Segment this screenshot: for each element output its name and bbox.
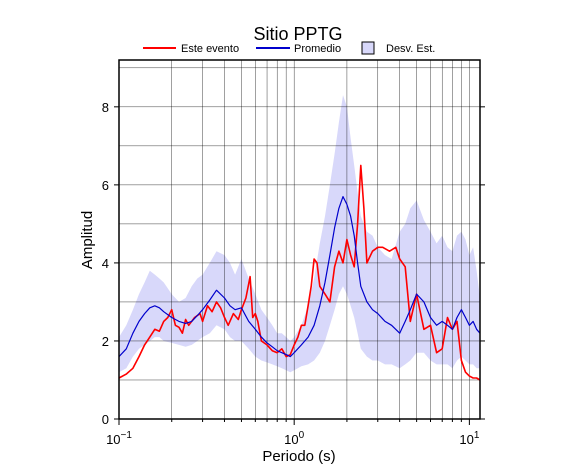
- chart-title: Sitio PPTG: [253, 24, 342, 44]
- y-tick-label: 4: [102, 256, 109, 271]
- std-dev-band: [119, 95, 480, 373]
- este-evento-line: [118, 164, 481, 381]
- legend-promedio-label: Promedio: [294, 43, 341, 55]
- legend-este-evento-label: Este evento: [181, 43, 239, 55]
- x-tick-label: 100: [284, 430, 304, 447]
- plot-area: 0 2 4 6 8 10−1 100 101: [102, 59, 485, 447]
- x-tick-label: 10−1: [106, 430, 132, 447]
- y-tick-label: 0: [102, 412, 109, 427]
- promedio-line: [118, 196, 481, 358]
- y-tick-label: 6: [102, 178, 109, 193]
- legend: Este evento Promedio Desv. Est.: [143, 41, 435, 55]
- legend-desv-est-swatch: [361, 41, 375, 55]
- y-axis-label: Amplitud: [79, 211, 96, 269]
- y-tick-label: 8: [102, 100, 109, 115]
- y-tick-label: 2: [102, 334, 109, 349]
- x-tick-label: 101: [459, 430, 479, 447]
- legend-desv-est-label: Desv. Est.: [386, 43, 435, 55]
- plot-frame: [118, 59, 481, 420]
- x-axis-label: Periodo (s): [262, 448, 335, 465]
